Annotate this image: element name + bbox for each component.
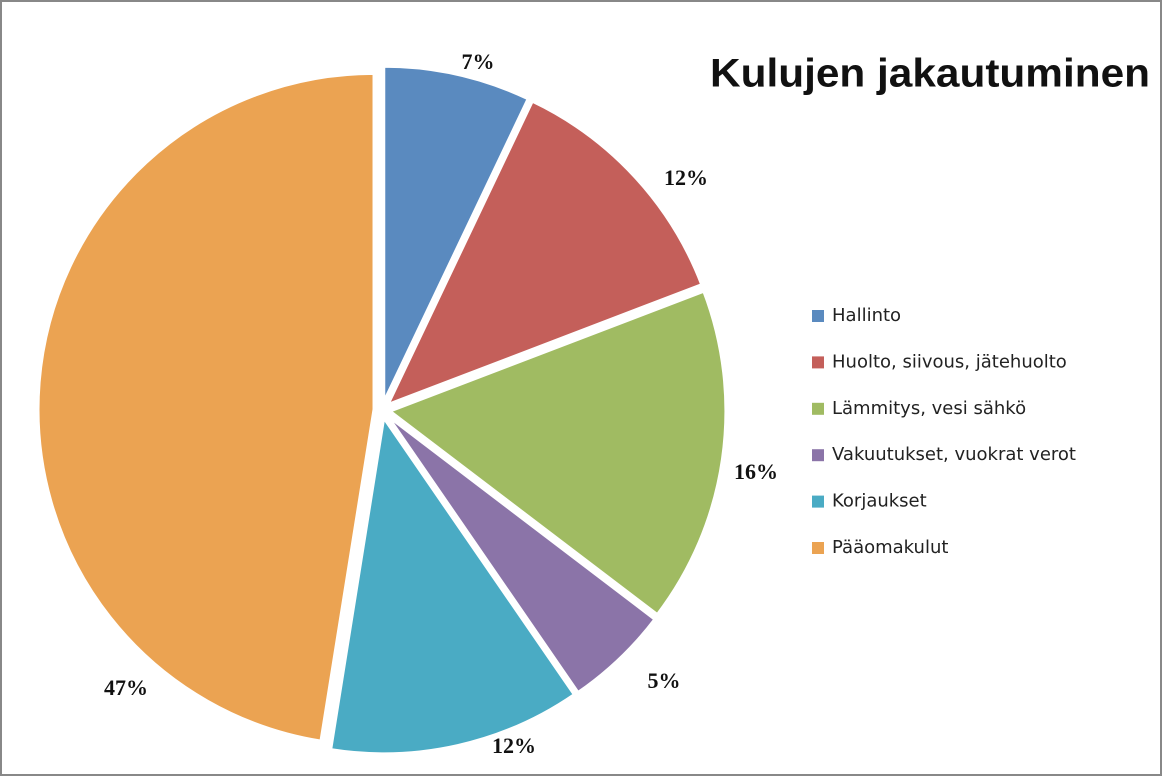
legend-swatch: [812, 402, 824, 415]
legend-swatch: [812, 542, 824, 554]
data-label: 16%: [734, 459, 778, 484]
legend-swatch: [812, 495, 824, 508]
data-label: 12%: [492, 733, 536, 758]
data-label: 7%: [462, 49, 495, 74]
pie-slice: [382, 64, 531, 403]
legend-swatch: [812, 356, 824, 369]
legend-label: Huolto, siivous, jätehuolto: [832, 351, 1067, 372]
legend-swatch: [812, 310, 824, 322]
pie-slice: [384, 99, 704, 408]
pie-slice: [328, 413, 577, 756]
data-label: 12%: [664, 165, 708, 190]
legend-swatch: [812, 449, 824, 462]
pie-slice: [36, 71, 376, 743]
legend-label: Lämmitys, vesi sähkö: [832, 398, 1026, 419]
data-label: 5%: [648, 668, 681, 693]
legend-label: Vakuutukset, vuokrat verot: [832, 444, 1076, 465]
legend-label: Pääomakulut: [832, 537, 948, 558]
pie-slice: [386, 414, 657, 695]
legend-label: Hallinto: [832, 305, 901, 326]
chart-title: Kulujen jakautuminen: [710, 52, 1150, 96]
data-label: 47%: [104, 675, 148, 700]
legend-label: Korjaukset: [832, 491, 927, 512]
pie-slice: [386, 289, 728, 617]
